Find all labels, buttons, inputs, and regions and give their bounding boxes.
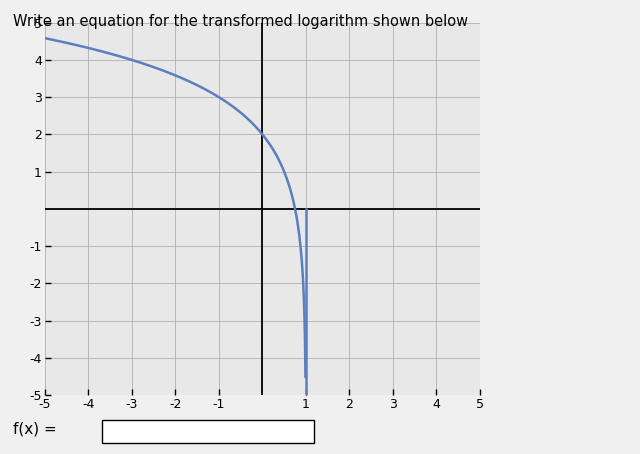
Text: f(x) =: f(x) = (13, 421, 56, 437)
Text: Write an equation for the transformed logarithm shown below: Write an equation for the transformed lo… (13, 14, 468, 29)
